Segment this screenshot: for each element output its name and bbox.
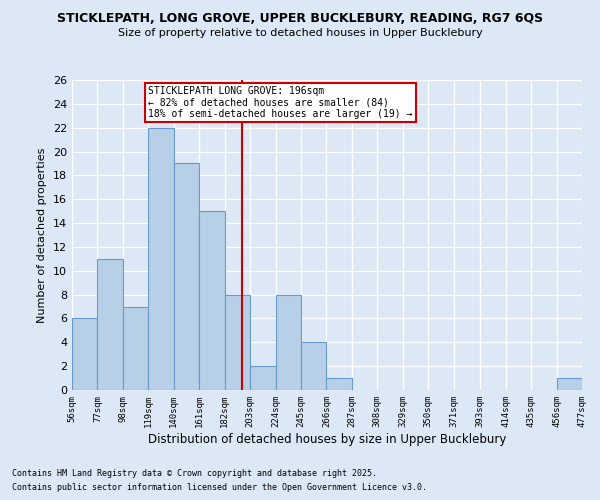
Bar [275, 294, 301, 390]
Text: STICKLEPATH LONG GROVE: 196sqm
← 82% of detached houses are smaller (84)
18% of : STICKLEPATH LONG GROVE: 196sqm ← 82% of … [148, 86, 413, 119]
Bar [97, 259, 123, 390]
Bar [123, 306, 148, 390]
Bar [250, 366, 275, 390]
Text: Size of property relative to detached houses in Upper Bucklebury: Size of property relative to detached ho… [118, 28, 482, 38]
Text: STICKLEPATH, LONG GROVE, UPPER BUCKLEBURY, READING, RG7 6QS: STICKLEPATH, LONG GROVE, UPPER BUCKLEBUR… [57, 12, 543, 26]
Bar [224, 294, 250, 390]
Text: Contains HM Land Registry data © Crown copyright and database right 2025.: Contains HM Land Registry data © Crown c… [12, 468, 377, 477]
Bar [174, 164, 199, 390]
Bar [199, 211, 224, 390]
Bar [72, 318, 97, 390]
Text: Contains public sector information licensed under the Open Government Licence v3: Contains public sector information licen… [12, 484, 427, 492]
Bar [557, 378, 582, 390]
Bar [301, 342, 326, 390]
X-axis label: Distribution of detached houses by size in Upper Bucklebury: Distribution of detached houses by size … [148, 432, 506, 446]
Bar [148, 128, 174, 390]
Y-axis label: Number of detached properties: Number of detached properties [37, 148, 47, 322]
Bar [326, 378, 352, 390]
